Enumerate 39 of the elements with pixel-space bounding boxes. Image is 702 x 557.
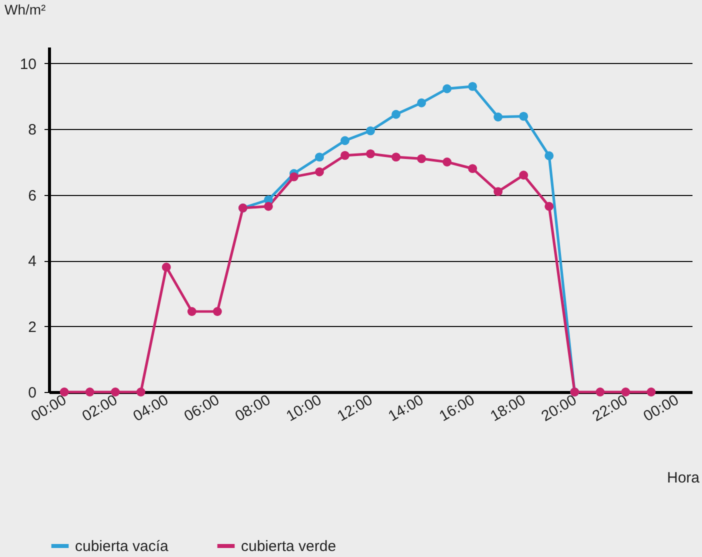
point bbox=[417, 98, 426, 108]
x-tick-label: 02:00 bbox=[79, 392, 120, 426]
y-tick-label: 4 bbox=[28, 253, 36, 270]
point bbox=[187, 307, 196, 316]
y-tick-label: 2 bbox=[28, 318, 36, 336]
point bbox=[366, 126, 375, 136]
legend-label: cubierta vacía bbox=[75, 538, 170, 555]
point bbox=[162, 262, 171, 272]
point bbox=[442, 158, 452, 166]
y-tick-label: 10 bbox=[20, 56, 36, 73]
point bbox=[392, 110, 400, 119]
x-tick-label: 00:00 bbox=[640, 392, 682, 426]
point bbox=[494, 187, 503, 196]
point bbox=[417, 154, 426, 164]
point bbox=[544, 151, 554, 160]
point bbox=[442, 84, 452, 94]
x-tick-label: 08:00 bbox=[232, 392, 274, 426]
point bbox=[544, 202, 554, 211]
point bbox=[519, 170, 528, 180]
point bbox=[366, 149, 375, 158]
point bbox=[264, 202, 273, 211]
y-tick-label: 6 bbox=[28, 187, 36, 204]
legend-label: cubierta verde bbox=[241, 538, 336, 555]
y-tick-label: 8 bbox=[28, 122, 36, 139]
x-tick-label: 04:00 bbox=[130, 392, 172, 426]
point bbox=[289, 172, 298, 182]
point bbox=[468, 82, 478, 91]
point bbox=[340, 150, 350, 160]
point bbox=[468, 164, 478, 174]
point bbox=[314, 167, 324, 176]
point bbox=[340, 136, 350, 146]
point bbox=[392, 152, 400, 162]
x-tick-label: 06:00 bbox=[181, 392, 222, 426]
point bbox=[212, 307, 222, 316]
x-axis-title: Hora bbox=[666, 470, 700, 486]
point bbox=[314, 152, 324, 162]
point bbox=[519, 112, 528, 121]
point bbox=[494, 112, 503, 122]
y-axis-title: Wh/m² bbox=[4, 2, 46, 18]
